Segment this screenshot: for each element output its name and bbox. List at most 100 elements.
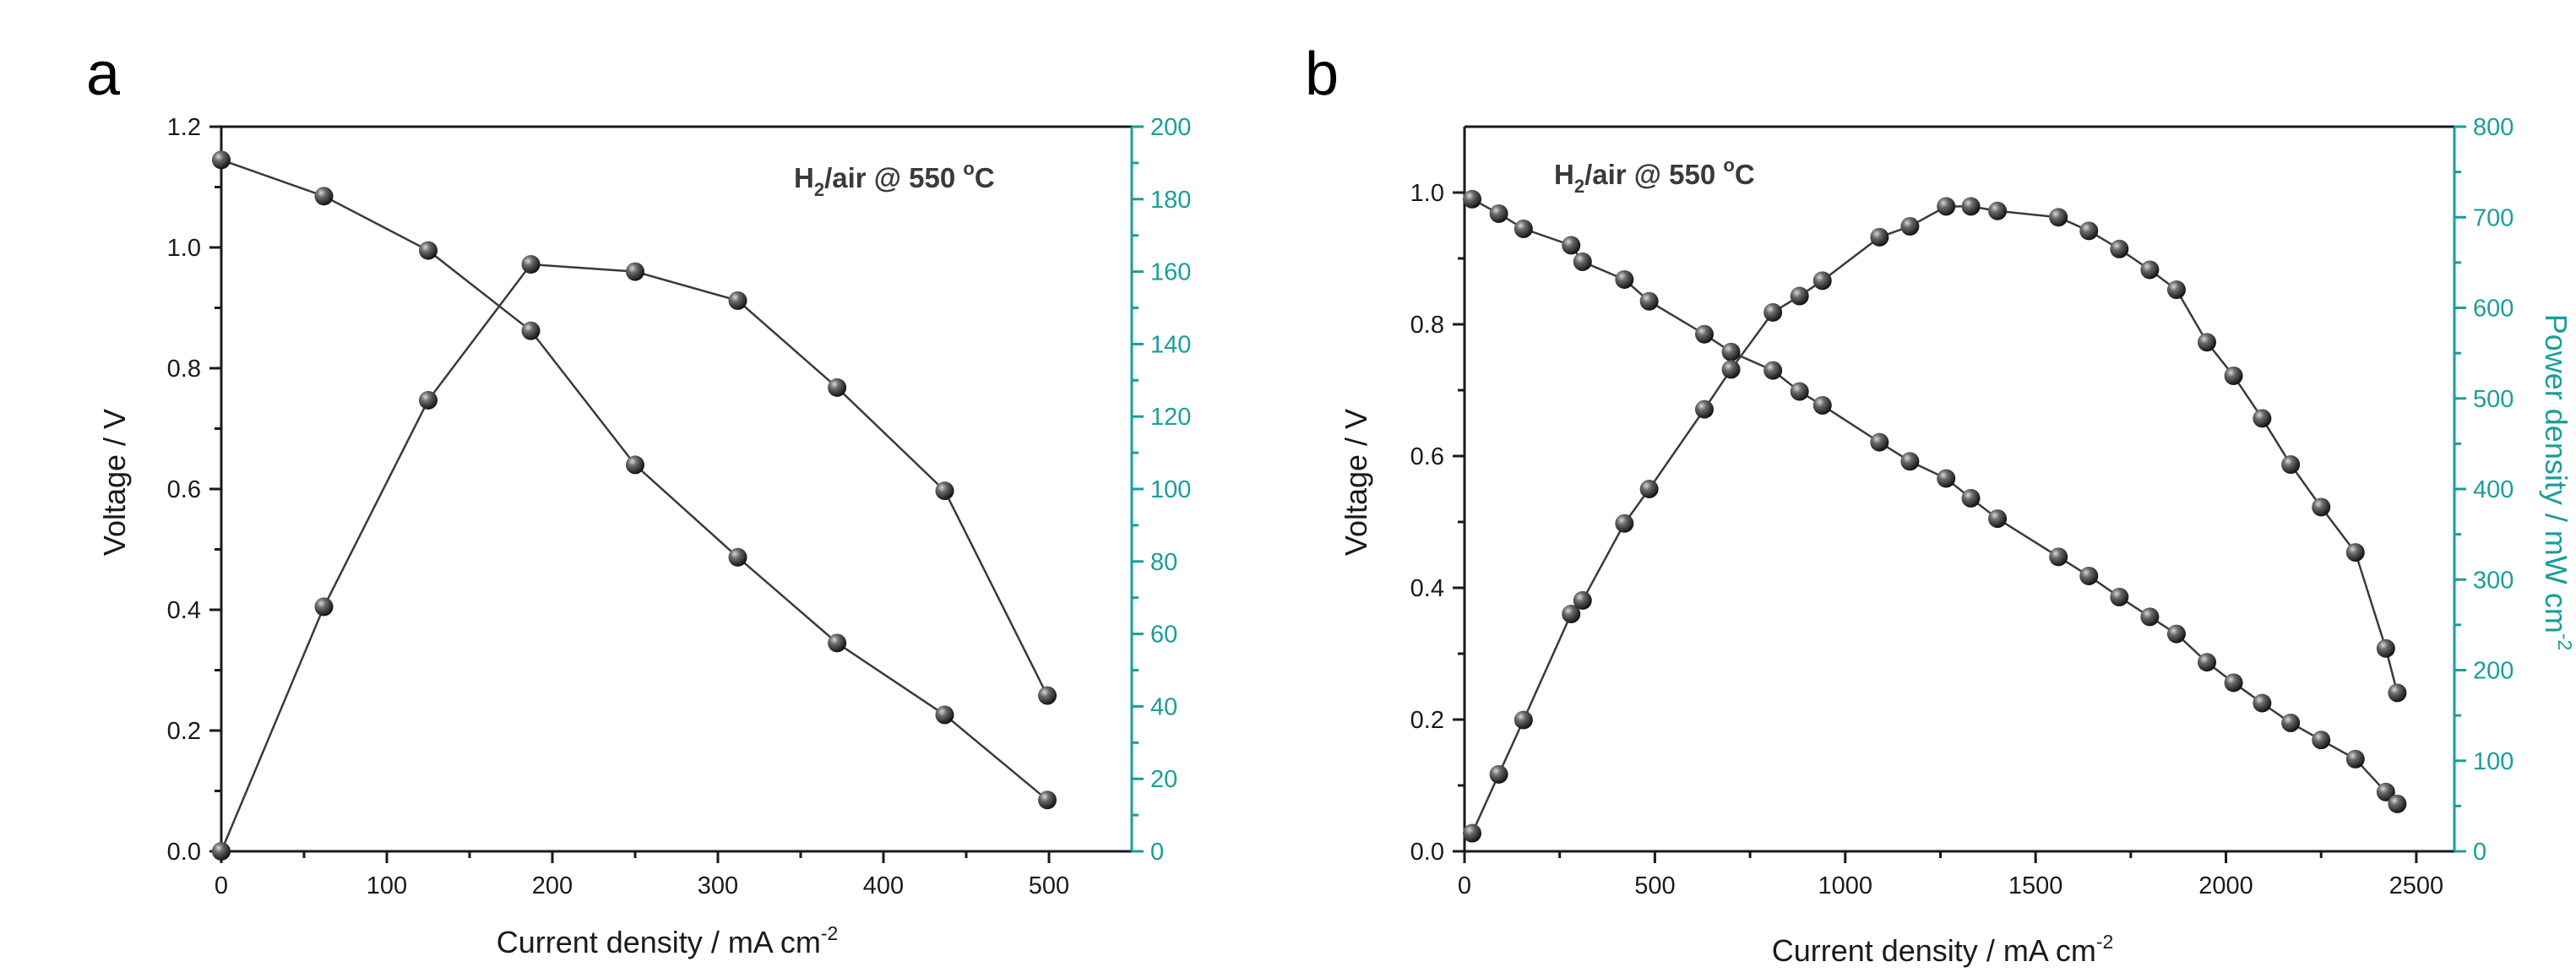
x-tick-label: 200 bbox=[532, 872, 573, 899]
power-density-point bbox=[1514, 710, 1533, 730]
voltage-point bbox=[1764, 361, 1783, 380]
power-density-point bbox=[1961, 197, 1981, 216]
power-density-point bbox=[2140, 260, 2160, 280]
voltage-line bbox=[1471, 198, 2399, 805]
panel-b-y2label: Power density / mW cm-2 bbox=[2539, 314, 2576, 651]
y-tick-label: 0.2 bbox=[167, 718, 201, 745]
power-density-point bbox=[2281, 455, 2301, 475]
voltage-point bbox=[314, 187, 334, 206]
power-density-point bbox=[1639, 480, 1659, 498]
power-density-line bbox=[1470, 205, 2399, 834]
y-tick-label: 0.8 bbox=[167, 356, 201, 383]
panel-a-series bbox=[212, 150, 1057, 861]
voltage-point bbox=[2312, 731, 2331, 750]
annotation-sub: 2 bbox=[814, 179, 824, 200]
x-tick-label: 1500 bbox=[2008, 872, 2063, 899]
x-tick-label: 500 bbox=[1029, 872, 1069, 899]
voltage-point bbox=[2376, 782, 2395, 801]
power-density-point bbox=[2312, 497, 2331, 517]
voltage-point bbox=[2224, 673, 2243, 693]
power-density-point bbox=[2166, 280, 2186, 300]
power-density-point bbox=[1900, 216, 1920, 236]
panel-b-axes: 0 500 1000 1500 2000 25000.00.20.40.60.81.001… bbox=[1410, 114, 2514, 899]
power-density-point bbox=[728, 291, 747, 310]
voltage-point bbox=[521, 321, 541, 340]
annotation-sup: o bbox=[1723, 155, 1734, 176]
x-tick-label: 500 bbox=[1634, 872, 1675, 899]
voltage-line bbox=[220, 159, 1048, 801]
voltage-point bbox=[2140, 607, 2160, 627]
power-density-point bbox=[1615, 513, 1634, 533]
y2-tick-label: 80 bbox=[1150, 549, 1177, 576]
voltage-point bbox=[212, 150, 231, 170]
voltage-point bbox=[1562, 236, 1581, 255]
power-density-point bbox=[2110, 239, 2129, 258]
voltage-point bbox=[2281, 713, 2301, 732]
power-density-point bbox=[1988, 201, 2008, 220]
power-density-point bbox=[2376, 638, 2395, 658]
voltage-point bbox=[626, 455, 644, 475]
power-density-point bbox=[212, 842, 231, 861]
y2-tick-label: 120 bbox=[1150, 404, 1191, 431]
y-tick-label: 0.4 bbox=[1410, 575, 1444, 602]
annotation-h: H bbox=[794, 162, 814, 193]
y2-tick-label: 800 bbox=[2473, 114, 2514, 141]
voltage-point bbox=[1721, 342, 1741, 361]
y-tick-label: 0.2 bbox=[1410, 707, 1444, 734]
annotation-sup: o bbox=[963, 158, 974, 179]
voltage-point bbox=[1790, 382, 1809, 401]
y2-tick-label: 0 bbox=[1150, 839, 1164, 866]
power-density-point bbox=[1038, 686, 1057, 705]
x-tick-label: 0 bbox=[215, 872, 228, 899]
voltage-point bbox=[2345, 749, 2365, 769]
voltage-point bbox=[2198, 653, 2216, 672]
y2-tick-label: 40 bbox=[1150, 693, 1177, 720]
y2-tick-label: 400 bbox=[2473, 476, 2514, 503]
y2-tick-label: 140 bbox=[1150, 331, 1191, 358]
power-density-point bbox=[2388, 683, 2407, 703]
voltage-point bbox=[828, 633, 847, 653]
voltage-point bbox=[935, 705, 954, 725]
power-density-point bbox=[2079, 221, 2099, 241]
y2-tick-label: 160 bbox=[1150, 259, 1191, 286]
x-tick-label: 1000 bbox=[1818, 872, 1873, 899]
y2-tick-label: 180 bbox=[1150, 187, 1191, 214]
y-tick-label: 1.0 bbox=[1410, 180, 1444, 207]
voltage-point bbox=[1870, 432, 1889, 452]
voltage-point bbox=[1812, 395, 1832, 415]
x-tick-label: 400 bbox=[863, 872, 904, 899]
power-density-point bbox=[1562, 605, 1581, 624]
y2-tick-label: 700 bbox=[2473, 204, 2514, 231]
annotation-h: H bbox=[1554, 159, 1574, 190]
y2-tick-label: 20 bbox=[1150, 766, 1177, 793]
power-density-point bbox=[2224, 366, 2243, 385]
panel-a: a H2/air @ 550 oC 0 100 200 300 400 5000.00.2… bbox=[86, 41, 1191, 959]
y-tick-label: 0.4 bbox=[167, 597, 201, 624]
panel-b-xlabel: Current density / mA cm-2 bbox=[1772, 931, 2114, 968]
voltage-point bbox=[2049, 547, 2068, 567]
power-density-point bbox=[1463, 823, 1482, 843]
panel-a-letter: a bbox=[86, 41, 121, 108]
voltage-point bbox=[1937, 469, 1956, 488]
voltage-point bbox=[728, 547, 747, 567]
voltage-point bbox=[1988, 509, 2008, 529]
voltage-point bbox=[2388, 794, 2407, 813]
power-density-point bbox=[1764, 302, 1783, 322]
y-tick-label: 0.8 bbox=[1410, 312, 1444, 339]
y2-tick-label: 60 bbox=[1150, 622, 1177, 649]
x-tick-label: 2000 bbox=[2198, 872, 2253, 899]
y2-tick-label: 300 bbox=[2473, 567, 2514, 594]
power-density-point bbox=[1721, 360, 1741, 379]
y-tick-label: 0.0 bbox=[1410, 839, 1444, 866]
annotation-tail: C bbox=[975, 162, 995, 193]
xlabel-main: Current density / mA cm bbox=[1772, 933, 2096, 968]
y-tick-label: 0.6 bbox=[1410, 443, 1444, 470]
panel-a-ylabel: Voltage / V bbox=[97, 409, 132, 556]
y2-tick-label: 100 bbox=[2473, 748, 2514, 775]
power-density-point bbox=[626, 262, 644, 281]
y2-tick-label: 500 bbox=[2473, 386, 2514, 413]
x-tick-label: 0 bbox=[1458, 872, 1471, 899]
panel-b-letter: b bbox=[1305, 41, 1339, 108]
panel-b-ylabel: Voltage / V bbox=[1339, 409, 1373, 556]
